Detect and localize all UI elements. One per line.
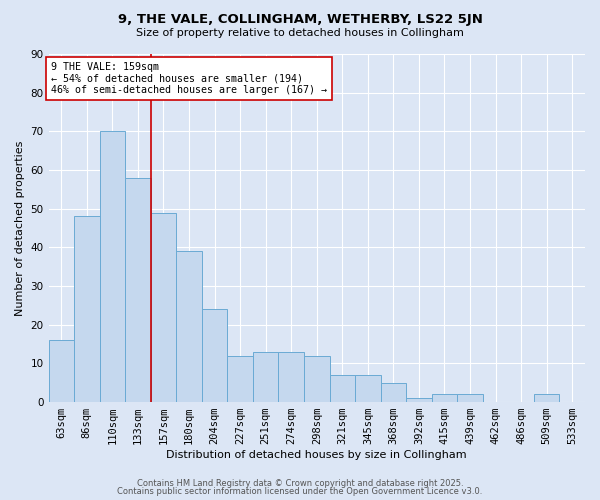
Bar [74, 216, 100, 402]
Bar [100, 132, 125, 402]
Bar [304, 356, 329, 402]
Text: 9, THE VALE, COLLINGHAM, WETHERBY, LS22 5JN: 9, THE VALE, COLLINGHAM, WETHERBY, LS22 … [118, 12, 482, 26]
X-axis label: Distribution of detached houses by size in Collingham: Distribution of detached houses by size … [166, 450, 467, 460]
Bar [329, 375, 355, 402]
Bar [380, 382, 406, 402]
Text: Contains public sector information licensed under the Open Government Licence v3: Contains public sector information licen… [118, 487, 482, 496]
Bar [278, 352, 304, 402]
Y-axis label: Number of detached properties: Number of detached properties [15, 140, 25, 316]
Bar [227, 356, 253, 402]
Bar [355, 375, 380, 402]
Bar [406, 398, 432, 402]
Bar [125, 178, 151, 402]
Bar [253, 352, 278, 402]
Bar [49, 340, 74, 402]
Bar [202, 310, 227, 402]
Bar [534, 394, 559, 402]
Bar [432, 394, 457, 402]
Text: 9 THE VALE: 159sqm
← 54% of detached houses are smaller (194)
46% of semi-detach: 9 THE VALE: 159sqm ← 54% of detached hou… [51, 62, 327, 95]
Bar [457, 394, 483, 402]
Bar [151, 212, 176, 402]
Text: Contains HM Land Registry data © Crown copyright and database right 2025.: Contains HM Land Registry data © Crown c… [137, 478, 463, 488]
Bar [176, 251, 202, 402]
Text: Size of property relative to detached houses in Collingham: Size of property relative to detached ho… [136, 28, 464, 38]
